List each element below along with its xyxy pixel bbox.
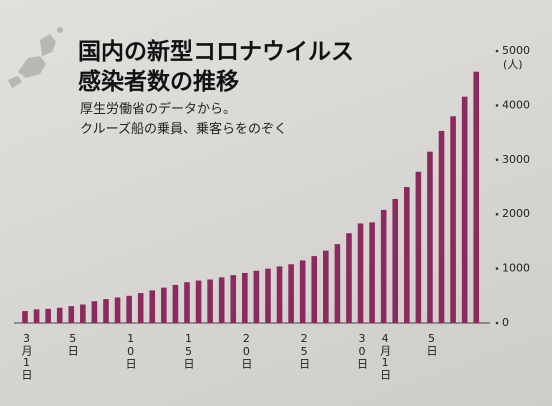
bar (461, 96, 468, 323)
y-tick-label: 0 (502, 316, 509, 329)
x-tick-label: 20日 (239, 332, 253, 369)
bar (473, 71, 480, 323)
y-tick (495, 321, 499, 325)
x-tick-label: 5日 (66, 332, 80, 356)
bar (380, 209, 387, 323)
bar (195, 280, 202, 323)
bar (311, 256, 318, 323)
bar (438, 130, 445, 323)
bar (404, 187, 410, 323)
bar (68, 306, 75, 323)
bar (137, 293, 144, 323)
bar (33, 309, 40, 323)
y-tick (495, 49, 499, 53)
y-tick-label: 2000 (502, 207, 530, 220)
bar (103, 299, 109, 323)
y-tick (495, 212, 499, 216)
bar (56, 307, 63, 323)
bar (161, 287, 167, 323)
bar (207, 279, 213, 323)
bar (230, 275, 237, 323)
bar (253, 270, 260, 323)
bar (357, 223, 364, 323)
bar (299, 260, 306, 323)
bar (450, 116, 456, 323)
bar (22, 311, 28, 323)
y-tick (495, 267, 499, 270)
bar (126, 295, 132, 323)
bar (323, 250, 329, 323)
x-tick-label: 30日 (355, 332, 369, 369)
bar (334, 244, 341, 323)
x-tick-label: 10日 (124, 332, 138, 369)
x-tick-label: 4月1日 (378, 332, 392, 380)
y-tick-label: 1000 (502, 262, 530, 275)
bar (218, 277, 225, 323)
subtitle: 厚生労働省のデータから。 (80, 102, 237, 117)
bar (80, 304, 86, 323)
bar (369, 222, 375, 323)
map-icon (8, 27, 63, 88)
chart-title: 感染者数の推移 (78, 69, 239, 95)
y-tick-label: 5000 (502, 44, 530, 57)
bar (114, 297, 121, 323)
y-unit: (人) (503, 58, 523, 71)
subtitle: クルーズ船の乗員、乗客らをのぞく (80, 122, 287, 137)
bar (172, 284, 179, 323)
y-tick (495, 158, 499, 162)
x-tick-label: 25日 (297, 332, 311, 369)
bar (91, 301, 98, 323)
x-tick-label: 3月1日 (20, 332, 33, 380)
bar (265, 268, 271, 323)
chart-title: 国内の新型コロナウイルス (78, 39, 354, 65)
x-tick-label: 15日 (181, 332, 195, 369)
bar (346, 233, 352, 323)
bar (149, 290, 156, 323)
bar (45, 308, 51, 323)
x-tick-label: 5日 (424, 332, 438, 356)
y-tick-label: 4000 (502, 98, 530, 111)
bar (288, 264, 294, 323)
bar (276, 266, 283, 323)
bar (415, 171, 422, 323)
bar (392, 198, 399, 323)
bar (184, 282, 190, 323)
bar (242, 272, 248, 323)
y-tick-label: 3000 (502, 153, 530, 166)
y-tick (495, 104, 499, 107)
bar (427, 151, 433, 323)
